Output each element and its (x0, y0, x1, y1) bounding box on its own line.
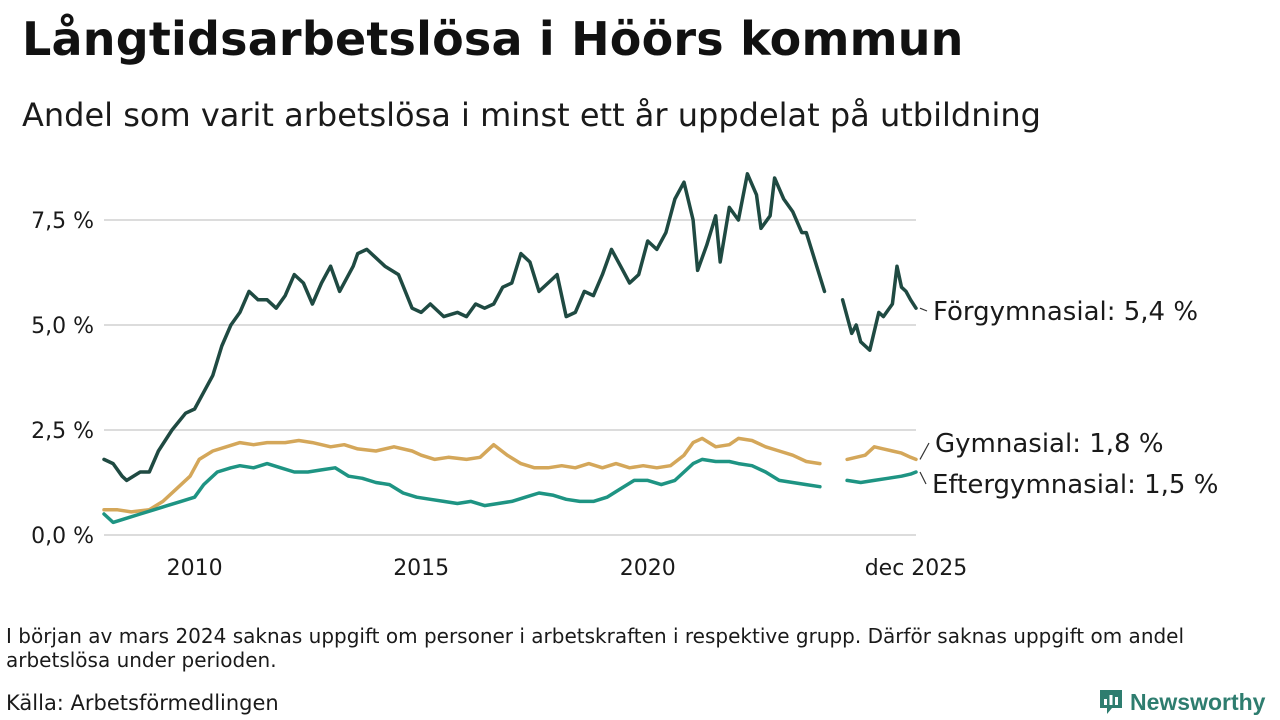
series-line-eftergymnasial-before-gap (102, 457, 822, 525)
x-axis-ticks: 2010 2015 2020 dec 2025 (167, 556, 968, 581)
source-text: Källa: Arbetsförmedlingen (6, 691, 279, 715)
x-tick-label: 2020 (620, 556, 676, 581)
bar-chart-icon (1100, 690, 1122, 714)
series-line-forgymnasial-after-gap (840, 264, 918, 352)
leader-line-forgymnasial (919, 307, 928, 312)
series-line-eftergymnasial-after-gap (845, 470, 918, 485)
brand-name: Newsworthy (1130, 688, 1266, 715)
x-tick-label: 2010 (167, 556, 223, 581)
series-line-forgymnasial-before-gap (102, 172, 827, 483)
chart-subtitle: Andel som varit arbetslösa i minst ett å… (22, 96, 1041, 134)
y-tick-label: 5,0 % (31, 314, 94, 339)
leader-line-gymnasial (919, 442, 930, 460)
y-tick-label: 0,0 % (31, 524, 94, 549)
y-tick-label: 2,5 % (31, 419, 94, 444)
end-label-forgymnasial: Förgymnasial: 5,4 % (933, 297, 1198, 327)
footnote: I början av mars 2024 saknas uppgift om … (6, 624, 1185, 672)
series-lines (102, 172, 918, 525)
end-label-eftergymnasial: Eftergymnasial: 1,5 % (932, 470, 1218, 500)
y-axis-ticks: 0,0 % 2,5 % 5,0 % 7,5 % (31, 209, 94, 549)
end-labels: Förgymnasial: 5,4 % Gymnasial: 1,8 % Efter… (919, 297, 1218, 500)
chart-title: Långtidsarbetslösa i Höörs kommun (22, 12, 964, 66)
x-tick-label: 2015 (393, 556, 449, 581)
line-chart: 0,0 % 2,5 % 5,0 % 7,5 % 2010 2015 2020 dec 202… (31, 172, 1218, 581)
series-line-gymnasial-after-gap (845, 445, 918, 462)
newsworthy-logo[interactable]: Newsworthy (1098, 688, 1265, 716)
end-label-gymnasial: Gymnasial: 1,8 % (935, 429, 1164, 459)
gridlines (104, 219, 916, 536)
leader-line-eftergymnasial (919, 471, 927, 485)
x-tick-label: dec 2025 (865, 556, 968, 581)
series-line-gymnasial-before-gap (102, 436, 822, 514)
y-tick-label: 7,5 % (31, 209, 94, 234)
